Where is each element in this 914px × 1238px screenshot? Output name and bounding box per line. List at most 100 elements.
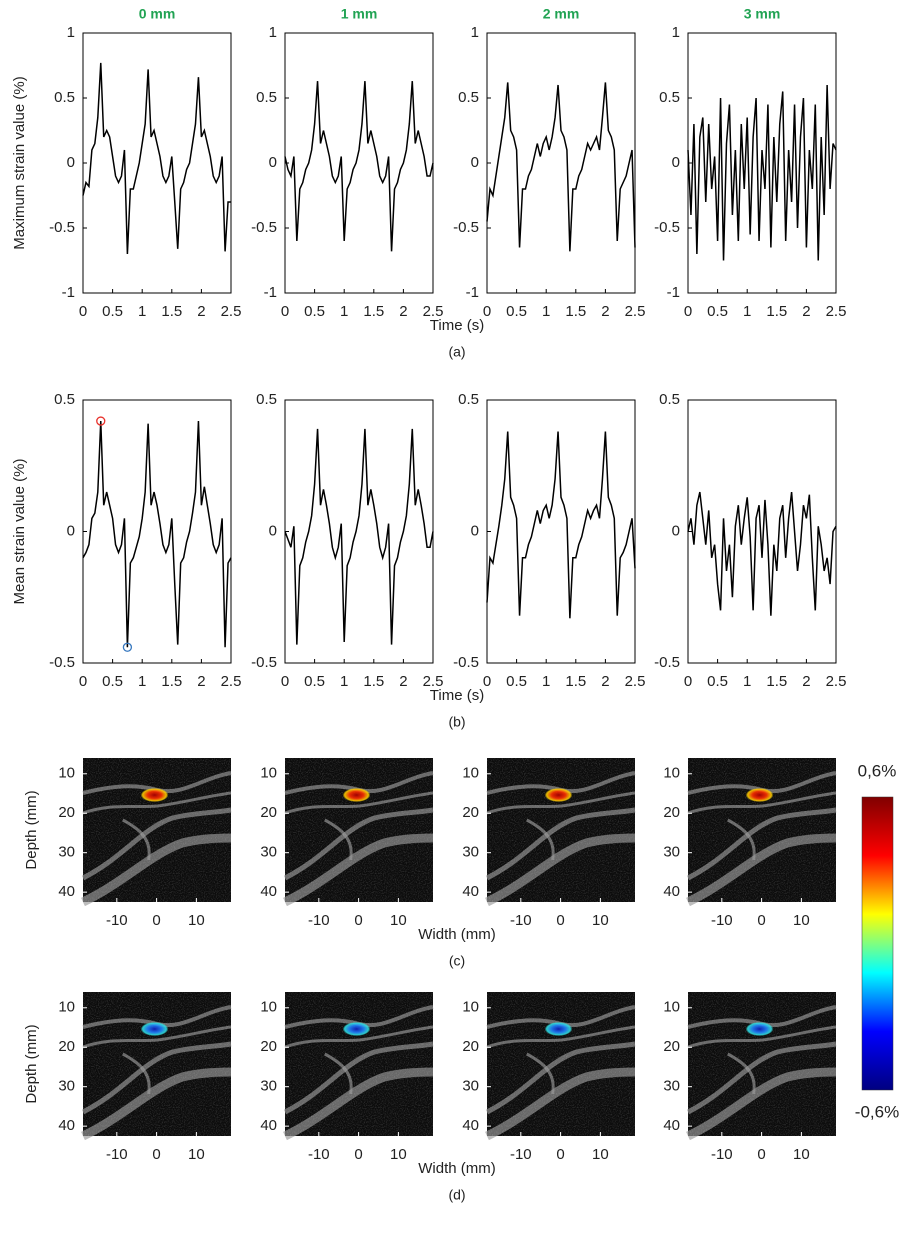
y-tick-label: 10 (462, 999, 479, 1016)
y-tick-label: 40 (260, 883, 277, 900)
ultrasound-image (485, 992, 636, 1141)
x-tick-label: 0 (281, 303, 289, 320)
x-tick-label: 0.5 (102, 303, 123, 320)
y-tick-label: 0.5 (659, 391, 680, 408)
panel-caption: (b) (448, 714, 465, 730)
x-tick-label: -10 (510, 1146, 532, 1163)
y-tick-label: -0.5 (251, 654, 277, 671)
x-tick-label: 0 (79, 673, 87, 690)
y-tick-label: 0 (269, 154, 277, 171)
y-tick-label: 30 (462, 844, 479, 861)
y-tick-label: 40 (58, 883, 75, 900)
speckle (487, 758, 635, 902)
speckle (83, 992, 231, 1136)
x-tick-label: 0 (483, 303, 491, 320)
colorbar-min-label: -0,6% (855, 1102, 899, 1121)
x-tick-label: 1 (743, 303, 751, 320)
panel-caption: (c) (449, 953, 465, 969)
x-tick-label: 0 (684, 303, 692, 320)
y-tick-label: -1 (62, 284, 75, 301)
panel-title: 2 mm (543, 6, 580, 22)
y-tick-label: 1 (471, 24, 479, 41)
ultrasound-image (686, 758, 837, 907)
y-tick-label: 1 (672, 24, 680, 41)
y-tick-label: -1 (667, 284, 680, 301)
x-tick-label: -10 (510, 912, 532, 929)
strain-overlay (140, 1022, 169, 1036)
x-tick-label: 0.5 (506, 303, 527, 320)
strain-overlay (342, 788, 371, 802)
y-tick-label: -0.5 (49, 654, 75, 671)
y-tick-label: 1 (67, 24, 75, 41)
strain-line (284, 428, 434, 645)
panel-title: 3 mm (744, 6, 781, 22)
y-tick-label: 0 (471, 522, 479, 539)
y-tick-label: 10 (260, 765, 277, 782)
strain-overlay (544, 1022, 573, 1036)
speckle (688, 758, 836, 902)
x-tick-label: 1.5 (363, 303, 384, 320)
y-tick-label: 0.5 (54, 89, 75, 106)
x-tick-label: 1.5 (161, 303, 182, 320)
marker (122, 642, 133, 652)
x-tick-label: 1 (138, 303, 146, 320)
ultrasound-image (686, 992, 837, 1141)
x-tick-label: 1 (542, 673, 550, 690)
strain-line (687, 84, 837, 261)
panel-title: 1 mm (341, 6, 378, 22)
x-tick-label: 1.5 (565, 303, 586, 320)
x-tick-label: 10 (793, 1146, 810, 1163)
y-tick-label: 40 (663, 1117, 680, 1134)
strain-overlay (745, 788, 774, 802)
x-tick-label: 10 (390, 1146, 407, 1163)
x-tick-label: 2.5 (221, 673, 242, 690)
ultrasound-image (81, 758, 232, 907)
y-tick-label: 0 (672, 522, 680, 539)
y-tick-label: 30 (58, 1078, 75, 1095)
x-tick-label: 0.5 (707, 303, 728, 320)
panel-caption: (d) (448, 1187, 465, 1203)
marker (96, 416, 106, 426)
y-tick-label: 0 (269, 522, 277, 539)
x-tick-label: -10 (711, 912, 733, 929)
y-tick-label: -0.5 (453, 654, 479, 671)
y-tick-label: 0.5 (458, 391, 479, 408)
y-axis-label: Depth (mm) (23, 1024, 40, 1103)
y-axis-label: Maximum strain value (%) (11, 76, 28, 249)
x-tick-label: 0.5 (707, 673, 728, 690)
x-tick-label: -10 (106, 1146, 128, 1163)
y-tick-label: -0.5 (453, 219, 479, 236)
panel-caption: (a) (448, 344, 465, 360)
y-tick-label: 30 (462, 1078, 479, 1095)
x-axis-label: Width (mm) (418, 926, 496, 943)
y-tick-label: 40 (462, 1117, 479, 1134)
strain-overlay (342, 1022, 371, 1036)
x-tick-label: 10 (188, 912, 205, 929)
y-axis-label: Mean strain value (%) (11, 459, 28, 605)
x-tick-label: 0.5 (506, 673, 527, 690)
y-tick-label: 10 (58, 765, 75, 782)
x-tick-label: 2.5 (625, 673, 646, 690)
y-tick-label: 20 (58, 804, 75, 821)
speckle (285, 992, 433, 1136)
y-tick-label: 40 (260, 1117, 277, 1134)
speckle (285, 758, 433, 902)
x-tick-label: 2.5 (826, 673, 847, 690)
strain-overlay (140, 788, 169, 802)
y-tick-label: 30 (260, 1078, 277, 1095)
x-tick-label: 1 (743, 673, 751, 690)
ultrasound-image (81, 992, 232, 1141)
x-tick-label: 0 (281, 673, 289, 690)
speckle (83, 758, 231, 902)
x-tick-label: 2 (399, 673, 407, 690)
strain-overlay (544, 788, 573, 802)
y-tick-label: 20 (58, 1038, 75, 1055)
x-tick-label: -10 (308, 1146, 330, 1163)
x-tick-label: -10 (308, 912, 330, 929)
x-tick-label: 2 (802, 673, 810, 690)
y-tick-label: 30 (663, 844, 680, 861)
x-tick-label: 0 (483, 673, 491, 690)
x-tick-label: -10 (711, 1146, 733, 1163)
y-tick-label: 20 (663, 1038, 680, 1055)
